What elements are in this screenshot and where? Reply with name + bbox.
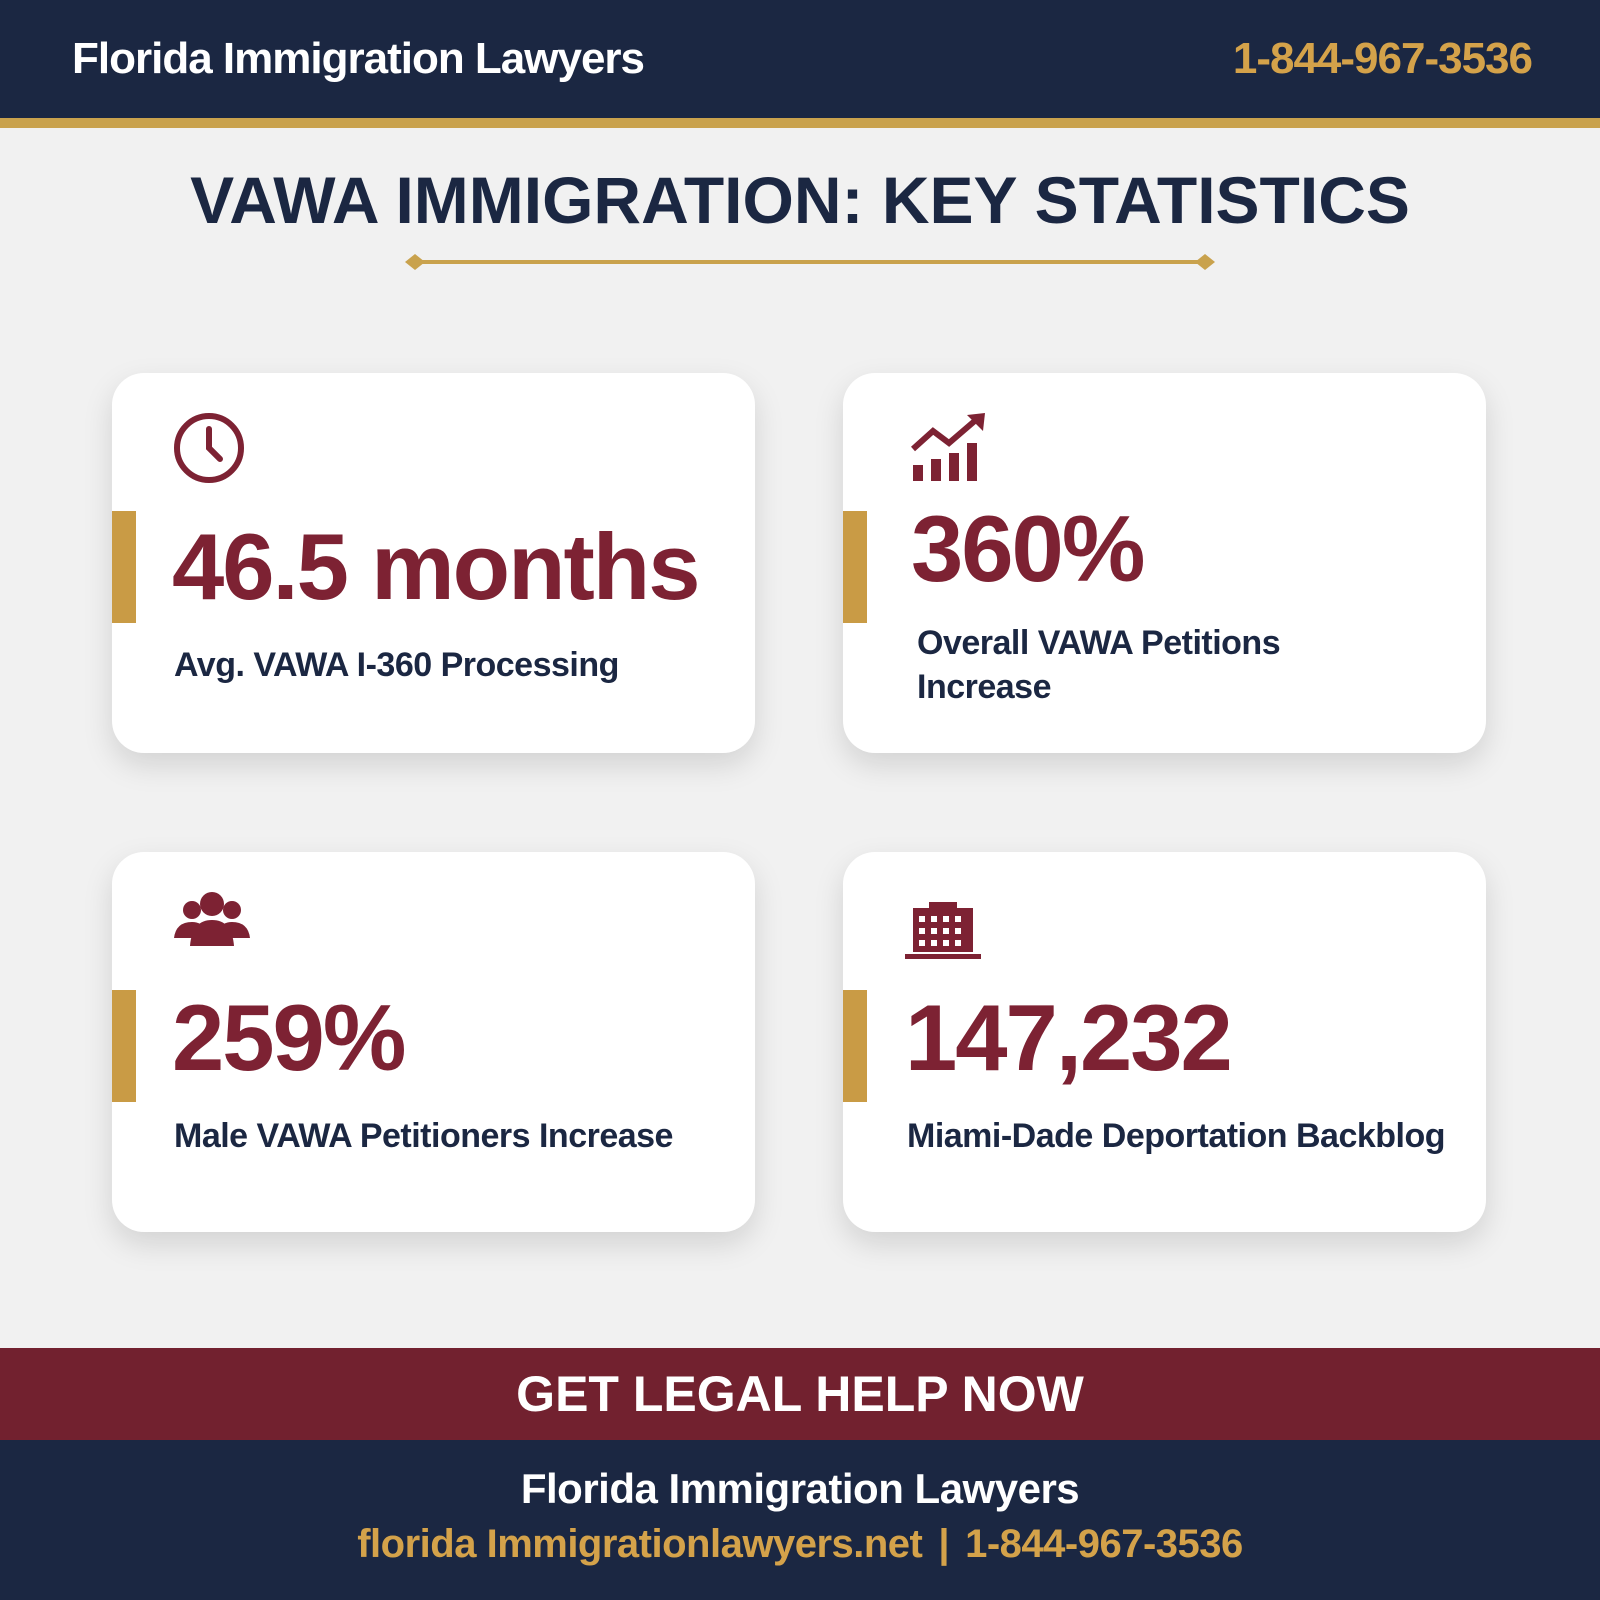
stat-label: Avg. VAWA I-360 Processing	[174, 646, 619, 684]
footer-website[interactable]: florida Immigrationlawyers.net	[357, 1522, 923, 1566]
accent-bar	[843, 990, 867, 1102]
cta-banner[interactable]: GET LEGAL HELP NOW	[0, 1348, 1600, 1440]
growth-icon	[911, 413, 985, 481]
gold-rule	[0, 118, 1600, 128]
accent-bar	[112, 511, 136, 623]
footer-separator: |	[938, 1522, 950, 1566]
footer-phone[interactable]: 1-844-967-3536	[965, 1522, 1243, 1566]
stat-label: Overall VAWA Petitions Increase	[917, 624, 1281, 706]
people-icon	[174, 892, 250, 946]
footer	[0, 1440, 1600, 1600]
stat-label: Miami-Dade Deportation Backblog	[907, 1117, 1446, 1155]
header: Florida Immigration Lawyers 1-844-967-35…	[0, 0, 1600, 118]
stat-card: 46.5 months Avg. VAWA I-360 Processing	[112, 373, 755, 753]
main-title: VAWA IMMIGRATION: KEY STATISTICS	[190, 163, 1410, 237]
header-phone[interactable]: 1-844-967-3536	[1232, 34, 1533, 83]
accent-bar	[843, 511, 867, 623]
building-icon	[905, 902, 981, 959]
stat-value: 360%	[911, 496, 1145, 601]
stat-value: 259%	[172, 985, 406, 1090]
header-title: Florida Immigration Lawyers	[72, 34, 645, 83]
stat-card: 360% Overall VAWA Petitions Increase	[843, 373, 1486, 753]
stat-card: 147,232 Miami-Dade Deportation Backblog	[843, 852, 1486, 1232]
stat-value: 46.5 months	[172, 514, 700, 619]
stat-value: 147,232	[905, 985, 1233, 1090]
footer-title: Florida Immigration Lawyers	[520, 1465, 1080, 1512]
clock-icon	[174, 413, 244, 483]
stat-card: 259% Male VAWA Petitioners Increase	[112, 852, 755, 1232]
footer-contact: florida Immigrationlawyers.net | 1-844-967…	[0, 1522, 1600, 1567]
accent-bar	[112, 990, 136, 1102]
title-divider	[405, 254, 1215, 270]
stat-label: Male VAWA Petitioners Increase	[174, 1117, 673, 1155]
